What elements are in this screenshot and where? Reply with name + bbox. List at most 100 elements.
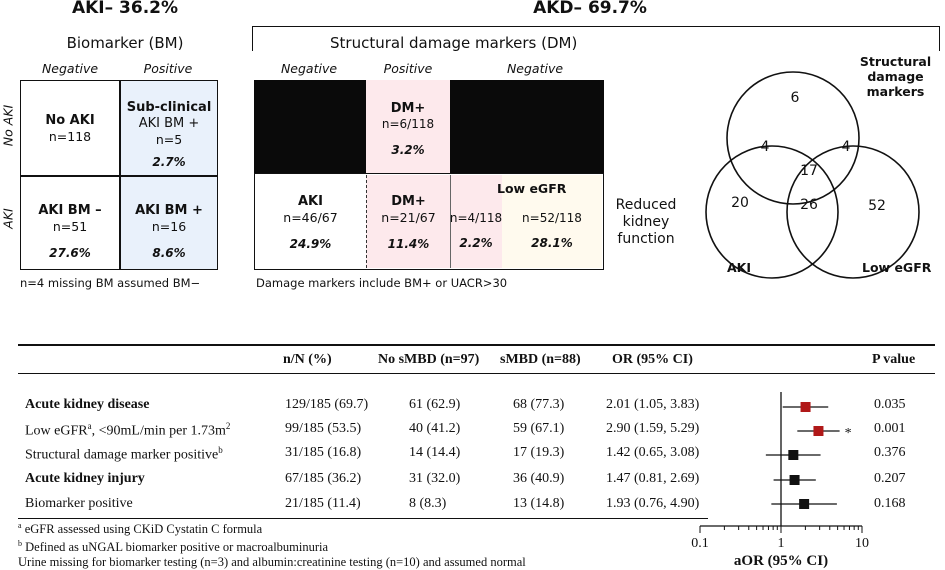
- venn-label-aki: AKI: [727, 260, 752, 275]
- akd-black-right: [450, 80, 604, 173]
- cell-count: n=46/67: [283, 210, 338, 225]
- forest-plot: 0.1 1 10 aOR (95% CI) *: [691, 392, 869, 569]
- venn-circle-aki: [705, 145, 839, 279]
- forest-point: [788, 450, 799, 460]
- aki-row-aki: AKI: [0, 208, 16, 229]
- cell-percent: 3.2%: [391, 142, 425, 157]
- venn-diagram: [705, 71, 920, 279]
- akd-bottom-frame: [254, 173, 604, 270]
- row-5-or: 1.93 (0.76, 4.90): [606, 496, 700, 511]
- akd-bracket: [252, 26, 940, 51]
- row-1-yes: 68 (77.3): [513, 397, 565, 412]
- aki-cell-subclinical: Sub-clinical AKI BM + n=5 2.7%: [121, 81, 217, 175]
- aki-col-positive: Positive: [143, 61, 193, 76]
- row-3-nN: 31/185 (16.8): [285, 445, 362, 460]
- venn-struct-only: 6: [790, 90, 800, 106]
- reduced-line-2: kidney: [622, 214, 670, 230]
- venn-circle-structural: [726, 71, 860, 205]
- forest-point: [800, 402, 811, 412]
- row-1-label: Acute kidney disease: [25, 397, 150, 412]
- row-2-no: 40 (41.2): [409, 421, 461, 436]
- th-no-smbd: No sMBD (n=97): [378, 352, 480, 367]
- venn-label-structural-1: Structural: [859, 54, 932, 69]
- footnote-a-sup: a: [18, 521, 22, 530]
- akd-black-left: [254, 80, 366, 173]
- row-3-sup-b: b: [218, 445, 223, 455]
- forest-point: [813, 426, 824, 436]
- th-or: OR (95% CI): [612, 352, 693, 367]
- aki-subtitle: Biomarker (BM): [66, 34, 184, 52]
- table-bottom-rule: [18, 518, 708, 519]
- forest-point: [799, 499, 810, 509]
- akd-lg2-count: n=52/118: [522, 211, 582, 225]
- row-2-label-a: Low eGFR: [25, 423, 88, 439]
- venn-all: 17: [800, 163, 818, 179]
- cell-title: AKI BM –: [38, 202, 102, 218]
- cell-title: DM+: [391, 194, 426, 209]
- cell-title: DM+: [390, 100, 426, 116]
- reduced-line-1: Reduced: [615, 197, 677, 213]
- row-4-or: 1.47 (0.81, 2.69): [606, 471, 700, 486]
- venn-aki-low: 26: [800, 197, 818, 213]
- akd-lg1-count: n=4/118: [449, 211, 503, 225]
- cell-title: No AKI: [45, 112, 95, 128]
- row-5-p: 0.168: [874, 496, 906, 511]
- venn-label-low-egfr: Low eGFR: [862, 260, 932, 275]
- akd-cell-top-dm: DM+ n=6/118 3.2%: [366, 80, 450, 173]
- row-3-label: Structural damage marker positiveb: [25, 445, 223, 464]
- row-2-yes: 59 (67.1): [513, 421, 565, 436]
- cell-percent: 11.4%: [387, 237, 430, 251]
- venn-low-only: 52: [868, 198, 886, 214]
- row-2-label: Low eGFRa, <90mL/min per 1.73m2: [25, 421, 230, 440]
- forest-tick-label: 0.1: [691, 536, 709, 551]
- row-2-nN: 99/185 (53.5): [285, 421, 362, 436]
- cell-count: n=21/67: [381, 210, 436, 225]
- row-1-nN: 129/185 (69.7): [285, 397, 369, 412]
- akd-cell-low-egfr-only: [502, 175, 602, 268]
- forest-tick-label: 1: [778, 536, 785, 551]
- venn-circle-low-egfr: [786, 145, 920, 279]
- cell-count: n=51: [52, 218, 88, 234]
- akd-low-egfr-label: Low eGFR: [497, 181, 567, 196]
- cell-title: Sub-clinical: [126, 99, 212, 115]
- akd-lg2-percent: 28.1%: [531, 236, 573, 250]
- row-4-label: Acute kidney injury: [25, 471, 145, 486]
- row-5-no: 8 (8.3): [409, 496, 447, 511]
- row-3-or: 1.42 (0.65, 3.08): [606, 445, 700, 460]
- akd-cell-low-egfr-dm: [450, 175, 502, 268]
- forest-point: [789, 475, 800, 485]
- akd-reduced-kidney-function: Reduced kidney function: [606, 197, 686, 248]
- aki-title: AKI– 36.2%: [71, 0, 179, 18]
- akd-col-negative-2: Negative: [506, 61, 564, 76]
- cell-count: n=5: [155, 131, 183, 147]
- footnote-c: Urine missing for biomarker testing (n=3…: [18, 555, 526, 569]
- akd-cell-aki: AKI n=46/67 24.9%: [256, 175, 365, 268]
- cell-percent: 8.6%: [152, 245, 186, 260]
- row-4-yes: 36 (40.9): [513, 471, 565, 486]
- cell-percent: 2.7%: [152, 154, 186, 169]
- row-3-label-a: Structural damage marker positive: [25, 447, 219, 463]
- row-1-p: 0.035: [874, 397, 906, 412]
- aki-cell-no-aki: No AKI n=118: [21, 81, 119, 175]
- row-2-sup-a: a: [87, 421, 92, 431]
- cell-title-2: AKI BM +: [138, 115, 200, 131]
- footnote-a-text: eGFR assessed using CKiD Cystatin C form…: [21, 522, 263, 537]
- footnote-b: b Defined as uNGAL biomarker positive or…: [18, 539, 328, 555]
- row-5-nN: 21/185 (11.4): [285, 496, 361, 511]
- cell-percent: 24.9%: [289, 237, 332, 251]
- forest-tick-label: 10: [855, 536, 869, 551]
- th-nN: n/N (%): [283, 352, 332, 367]
- footnote-b-sup: b: [18, 539, 22, 548]
- th-smbd: sMBD (n=88): [500, 352, 581, 367]
- row-5-yes: 13 (14.8): [513, 496, 565, 511]
- forest-x-label: aOR (95% CI): [734, 553, 828, 569]
- cell-count: n=118: [48, 128, 92, 144]
- akd-lg1-percent: 2.2%: [459, 236, 493, 250]
- th-p: P value: [872, 352, 916, 367]
- row-5-label: Biomarker positive: [25, 496, 133, 511]
- row-1-no: 61 (62.9): [409, 397, 461, 412]
- row-4-nN: 67/185 (36.2): [285, 471, 362, 486]
- akd-cell-dm: DM+ n=21/67 11.4%: [366, 175, 450, 268]
- cell-count: n=6/118: [381, 116, 435, 131]
- cell-title: AKI BM +: [135, 202, 203, 218]
